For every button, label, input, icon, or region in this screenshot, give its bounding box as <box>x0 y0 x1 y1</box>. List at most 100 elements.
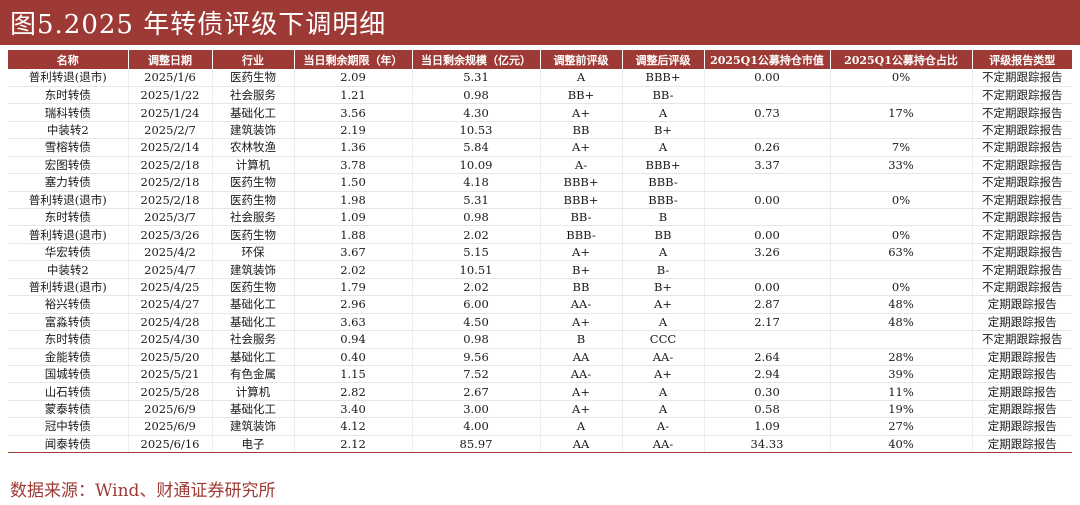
table-cell: 1.09 <box>703 417 830 436</box>
table-cell: 定期跟踪报告 <box>971 313 1072 332</box>
table-cell: A+ <box>621 365 704 384</box>
table-cell: A <box>621 400 704 419</box>
table-cell: 2025/4/25 <box>127 278 212 297</box>
table-cell: 0.00 <box>703 278 830 297</box>
table-cell: BBB+ <box>539 191 622 210</box>
table-cell: 33% <box>829 156 972 175</box>
table-cell: 东时转债 <box>8 330 128 349</box>
table-cell: 17% <box>829 103 972 122</box>
table-cell: 不定期跟踪报告 <box>971 225 1072 244</box>
table-cell <box>703 260 830 279</box>
table-cell: BBB+ <box>621 156 704 175</box>
table-cell: B <box>621 208 704 227</box>
table-cell: 1.36 <box>293 138 412 157</box>
table-cell: 基础化工 <box>211 348 294 366</box>
table-cell: A <box>621 313 704 332</box>
table-cell: 华宏转债 <box>8 243 128 262</box>
table-cell: 3.40 <box>293 400 412 419</box>
column-header: 调整日期 <box>127 50 212 69</box>
header-row: 名称 调整日期 行业 当日剩余期限（年） 当日剩余规模（亿元） 调整前评级 调整后评级 202… <box>8 50 1072 69</box>
table-row: 东时转债 2025/3/7 社会服务 1.09 0.98 BB- B 不定期跟踪报告 <box>8 208 1072 227</box>
table-cell: 85.97 <box>411 435 540 454</box>
table-cell: 金能转债 <box>8 348 128 366</box>
table-cell: 不定期跟踪报告 <box>971 121 1072 140</box>
table-cell: 环保 <box>211 243 294 262</box>
rating-downgrade-table-container: 名称 调整日期 行业 当日剩余期限（年） 当日剩余规模（亿元） 调整前评级 调整后评级 202… <box>8 50 1072 454</box>
table-row: 东时转债 2025/4/30 社会服务 0.94 0.98 B CCC 不定期跟踪报告 <box>8 330 1072 349</box>
table-cell: A+ <box>539 243 622 262</box>
table-cell: 不定期跟踪报告 <box>971 69 1072 87</box>
column-header: 调整前评级 <box>539 50 622 69</box>
table-cell: AA- <box>621 348 704 366</box>
table-cell: 电子 <box>211 435 294 454</box>
table-cell: 国城转债 <box>8 365 128 384</box>
table-cell: 定期跟踪报告 <box>971 382 1072 401</box>
table-cell: 2025/1/22 <box>127 86 212 105</box>
table-cell: 农林牧渔 <box>211 138 294 157</box>
table-cell: AA- <box>539 365 622 384</box>
table-cell <box>829 260 972 279</box>
table-cell: 2025/1/6 <box>127 69 212 87</box>
table-cell: 2.17 <box>703 313 830 332</box>
table-cell: 3.26 <box>703 243 830 262</box>
table-cell: 4.30 <box>411 103 540 122</box>
table-cell: BB <box>539 278 622 297</box>
table-row: 普利转退(退市) 2025/4/25 医药生物 1.79 2.02 BB B+ 0.00 0% 不… <box>8 278 1072 297</box>
table-cell: 10.53 <box>411 121 540 140</box>
table-cell: 0.40 <box>293 348 412 366</box>
table-cell: 27% <box>829 417 972 436</box>
figure-title-bar: 图5.2025 年转债评级下调明细 <box>0 0 1080 45</box>
table-cell: A+ <box>621 295 704 314</box>
table-cell: 10.51 <box>411 260 540 279</box>
table-cell: 2025/5/20 <box>127 348 212 366</box>
table-cell: 雪榕转债 <box>8 138 128 157</box>
table-cell: 0% <box>829 225 972 244</box>
table-cell: 2025/4/30 <box>127 330 212 349</box>
table-cell <box>829 208 972 227</box>
table-cell: 2.96 <box>293 295 412 314</box>
table-cell: 2025/1/24 <box>127 103 212 122</box>
table-row: 闻泰转债 2025/6/16 电子 2.12 85.97 AA AA- 34.33 40% 定期跟… <box>8 435 1072 454</box>
table-cell <box>829 173 972 192</box>
table-cell: 基础化工 <box>211 400 294 419</box>
table-cell: 28% <box>829 348 972 366</box>
table-cell: 0.00 <box>703 225 830 244</box>
table-cell: 不定期跟踪报告 <box>971 156 1072 175</box>
table-row: 华宏转债 2025/4/2 环保 3.67 5.15 A+ A 3.26 63% 不定期跟踪报告 <box>8 243 1072 262</box>
table-cell: B+ <box>621 278 704 297</box>
table-cell: A <box>621 243 704 262</box>
table-cell: 2025/6/16 <box>127 435 212 454</box>
table-cell: 基础化工 <box>211 295 294 314</box>
table-cell: 瑞科转债 <box>8 103 128 122</box>
table-cell: 计算机 <box>211 382 294 401</box>
table-cell: 48% <box>829 295 972 314</box>
table-cell: 1.21 <box>293 86 412 105</box>
table-cell: 5.15 <box>411 243 540 262</box>
table-cell: 冠中转债 <box>8 417 128 436</box>
table-cell: 2.02 <box>293 260 412 279</box>
table-cell: 40% <box>829 435 972 454</box>
table-cell: B- <box>621 260 704 279</box>
column-header: 行业 <box>211 50 294 69</box>
table-cell: A <box>539 69 622 87</box>
table-cell: 不定期跟踪报告 <box>971 191 1072 210</box>
table-cell: 7% <box>829 138 972 157</box>
table-cell: 3.67 <box>293 243 412 262</box>
table-cell: 5.84 <box>411 138 540 157</box>
table-cell: BB+ <box>539 86 622 105</box>
table-row: 普利转退(退市) 2025/2/18 医药生物 1.98 5.31 BBB+ BBB- 0.0… <box>8 191 1072 210</box>
table-cell: 医药生物 <box>211 69 294 87</box>
table-cell: 1.09 <box>293 208 412 227</box>
table-cell: 0.73 <box>703 103 830 122</box>
table-cell: 不定期跟踪报告 <box>971 260 1072 279</box>
table-cell: 1.50 <box>293 173 412 192</box>
table-cell: 0% <box>829 191 972 210</box>
column-header: 评级报告类型 <box>971 50 1072 69</box>
table-cell: 2.02 <box>411 278 540 297</box>
table-cell: BB- <box>621 86 704 105</box>
table-cell: 医药生物 <box>211 173 294 192</box>
table-cell: B+ <box>621 121 704 140</box>
table-cell: 塞力转债 <box>8 173 128 192</box>
table-cell: 39% <box>829 365 972 384</box>
table-cell: 5.31 <box>411 191 540 210</box>
